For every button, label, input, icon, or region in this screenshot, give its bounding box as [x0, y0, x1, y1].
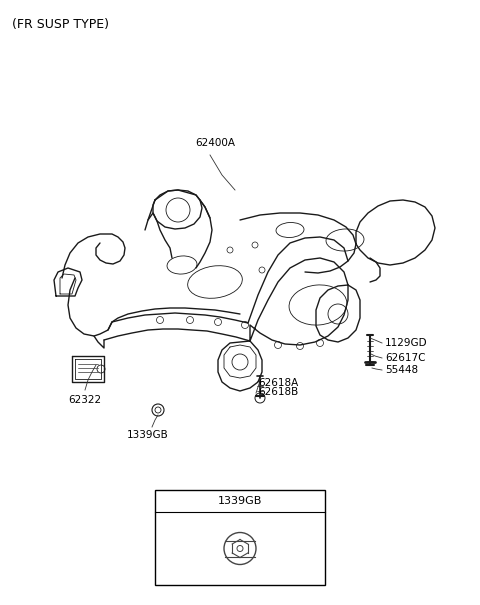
Text: 1129GD: 1129GD	[385, 338, 428, 348]
Text: 62400A: 62400A	[195, 138, 235, 148]
Text: 55448: 55448	[385, 365, 418, 375]
Text: (FR SUSP TYPE): (FR SUSP TYPE)	[12, 18, 109, 31]
Text: 1339GB: 1339GB	[127, 430, 169, 440]
Bar	[155, 490, 325, 585]
Text: 62617C: 62617C	[385, 353, 425, 363]
Text: 62322: 62322	[69, 395, 102, 405]
Text: 62618B: 62618B	[258, 387, 298, 397]
Text: 62618A: 62618A	[258, 378, 298, 388]
Text: 1339GB: 1339GB	[218, 496, 262, 506]
